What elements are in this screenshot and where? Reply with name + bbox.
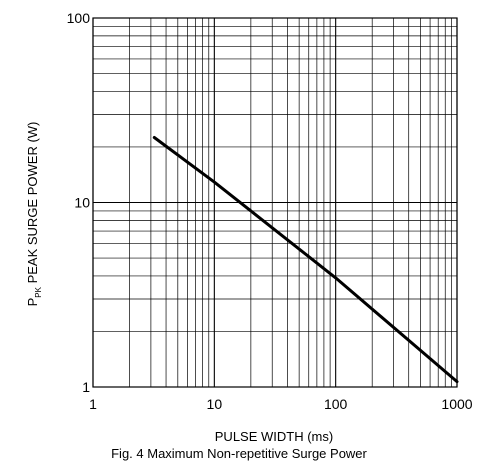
y-tick-label: 1 <box>82 379 90 395</box>
grid <box>92 17 458 388</box>
y-tick-label: 100 <box>67 10 91 26</box>
y-axis-label-rest: PEAK SURGE POWER (W) <box>25 122 40 287</box>
y-axis-ticks: 1 10 100 <box>67 10 91 395</box>
surge-power-curve <box>152 136 459 384</box>
figure-caption: Fig. 4 Maximum Non-repetitive Surge Powe… <box>111 446 367 461</box>
y-tick-label: 10 <box>74 195 90 211</box>
x-axis-ticks: 1 10 100 1000 <box>89 396 473 412</box>
x-tick-label: 1000 <box>441 396 472 412</box>
x-tick-label: 100 <box>324 396 348 412</box>
plot-frame <box>92 17 458 388</box>
series-layer <box>152 136 459 384</box>
y-axis-label-main: P <box>25 298 40 307</box>
x-tick-label: 10 <box>207 396 223 412</box>
x-axis-label: PULSE WIDTH (ms) <box>215 429 333 444</box>
y-axis-label-sub: PK <box>34 286 43 297</box>
y-axis-label: PPK PEAK SURGE POWER (W) <box>25 122 43 307</box>
x-tick-label: 1 <box>89 396 97 412</box>
